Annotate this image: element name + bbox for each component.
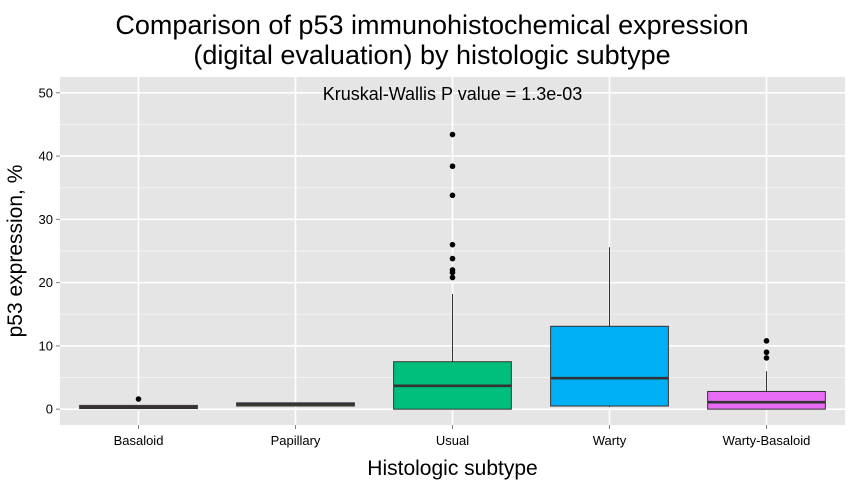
outlier-point [449, 255, 456, 262]
outlier-point [763, 355, 770, 361]
boxes [79, 131, 826, 410]
x-axis-title: Histologic subtype [367, 457, 537, 480]
outlier-point [449, 163, 456, 170]
y-tick-label: 50 [39, 85, 53, 100]
y-tick-label: 40 [39, 149, 53, 164]
box-group-usual [393, 131, 512, 410]
y-axis: 0 10 20 30 40 50 [39, 85, 60, 417]
x-tick-label: Basaloid [114, 433, 164, 448]
box [550, 325, 669, 407]
outlier-point [449, 192, 456, 199]
y-tick-label: 10 [39, 338, 53, 353]
x-tick-label: Usual [436, 433, 469, 448]
x-axis: Basaloid Papillary Usual Warty Warty-Basaloi… [114, 425, 811, 448]
chart-title-line-1: Comparison of p53 immunohistochemical ex… [115, 10, 749, 40]
outlier-point [763, 338, 770, 344]
outlier-point [135, 396, 142, 402]
kruskal-wallis-annotation: Kruskal-Wallis P value = 1.3e-03 [323, 84, 583, 104]
box-group-papillary [236, 402, 355, 407]
y-tick-label: 30 [39, 212, 53, 227]
box-group-warty-basaloid [707, 338, 826, 410]
outlier-point [449, 267, 456, 273]
box-group-warty [550, 247, 669, 408]
outlier-point [763, 349, 770, 356]
outlier-point [449, 241, 456, 248]
x-tick-label: Warty [593, 433, 627, 448]
outlier-point [449, 131, 456, 138]
box [707, 390, 826, 410]
x-tick-label: Papillary [271, 433, 321, 448]
x-tick-label: Warty-Basaloid [723, 433, 811, 448]
y-tick-label: 20 [39, 275, 53, 290]
chart-title-line-2: (digital evaluation) by histologic subty… [193, 40, 671, 70]
box-group-basaloid [79, 396, 198, 410]
outlier-point [449, 274, 456, 281]
y-axis-title: p53 expression, % [4, 165, 27, 338]
y-tick-label: 0 [46, 402, 53, 417]
